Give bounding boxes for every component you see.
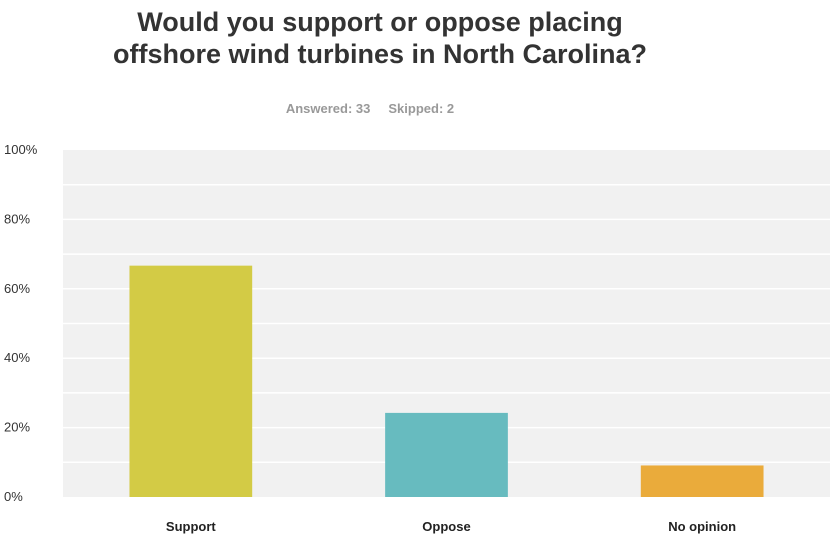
x-category-label: Oppose xyxy=(422,519,470,534)
chart-title-line-2: offshore wind turbines in North Carolina… xyxy=(112,39,647,69)
y-axis: 0% 20% 40% 60% 80% 100% xyxy=(4,142,38,504)
x-axis: Support Oppose No opinion xyxy=(166,519,736,534)
skipped-count: Skipped: 2 xyxy=(388,101,455,116)
y-tick-label: 60% xyxy=(4,281,30,296)
x-category-label: Support xyxy=(166,519,216,534)
bars xyxy=(129,265,764,497)
chart-title: Would you support or oppose placing offs… xyxy=(40,6,720,70)
y-tick-label: 100% xyxy=(4,142,38,157)
bar-no-opinion xyxy=(640,465,764,497)
response-summary: Answered: 33 Skipped: 2 xyxy=(0,101,740,116)
y-tick-label: 40% xyxy=(4,350,30,365)
y-tick-label: 80% xyxy=(4,211,30,226)
bar-oppose xyxy=(385,412,508,497)
x-category-label: No opinion xyxy=(668,519,736,534)
y-tick-label: 20% xyxy=(4,420,30,435)
bar-support xyxy=(129,265,253,497)
y-tick-label: 0% xyxy=(4,489,23,504)
chart-title-line-1: Would you support or oppose placing xyxy=(137,7,623,37)
answered-count: Answered: 33 xyxy=(285,101,371,116)
